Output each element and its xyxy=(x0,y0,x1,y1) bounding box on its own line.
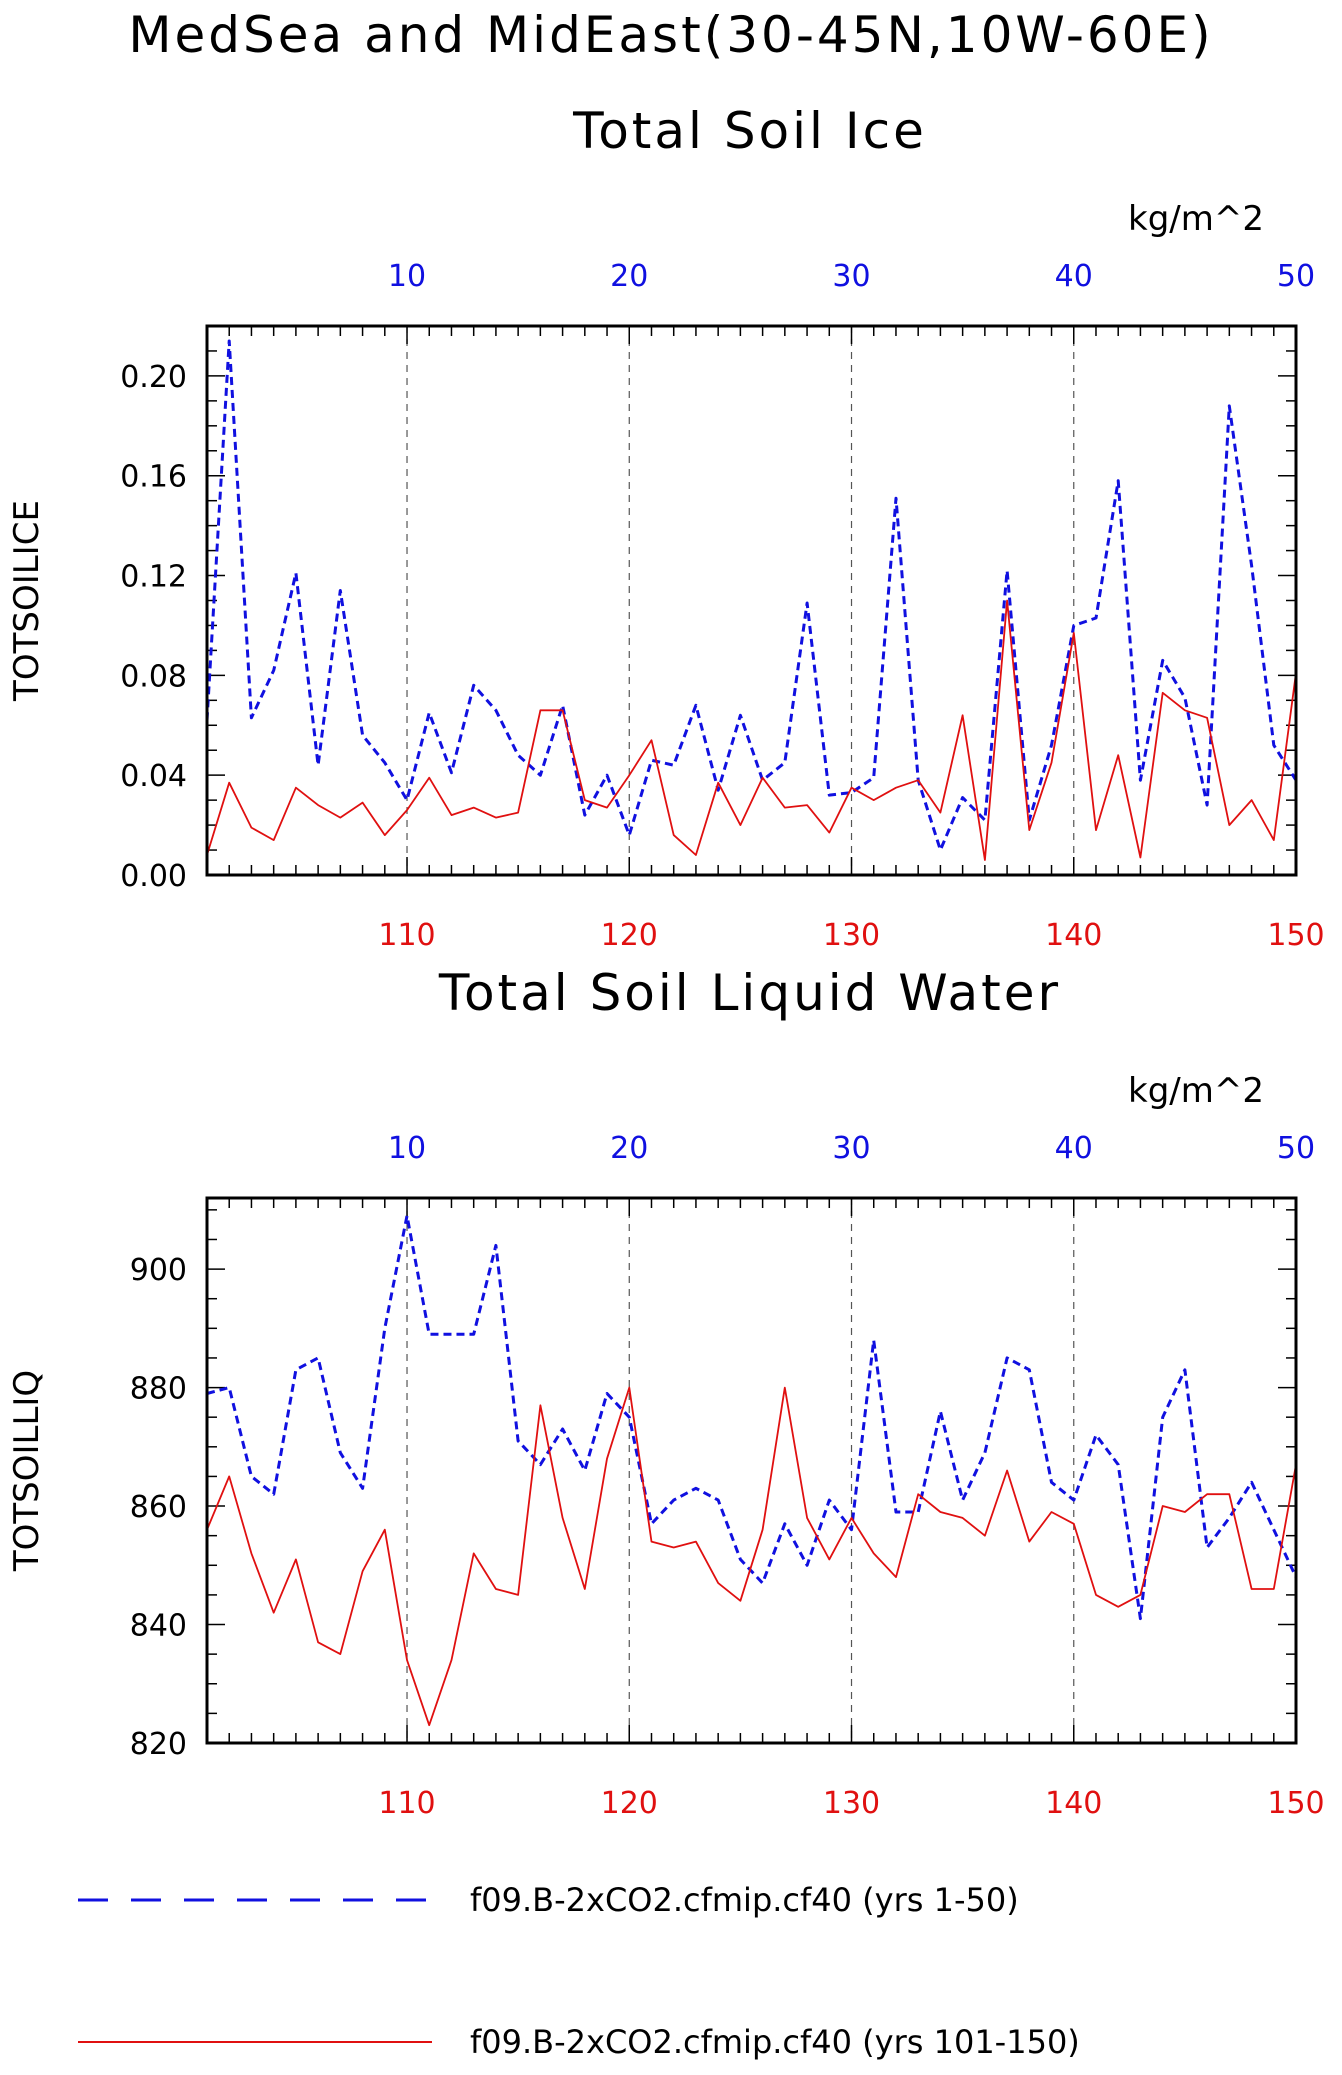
top-tick-label: 40 xyxy=(1055,259,1093,294)
chart-panels: Total Soil Ice kg/m^2 TOTSOILICE 0.00 0.04 0.… xyxy=(7,102,1325,1821)
bottom-tick-label: 150 xyxy=(1267,918,1324,953)
bottom-tick-label: 120 xyxy=(601,1786,658,1821)
plot-frame xyxy=(205,324,1298,877)
panel-1: Total Soil Ice kg/m^2 TOTSOILICE 0.00 0.04 0.… xyxy=(7,102,1325,953)
figure-title: MedSea and MidEast(30-45N,10W-60E) xyxy=(128,6,1213,64)
y-tick-label: 0.20 xyxy=(120,360,187,395)
y-tick-label: 900 xyxy=(130,1253,187,1288)
y-tick-label: 0.00 xyxy=(120,859,187,894)
panel-title: Total Soil Liquid Water xyxy=(438,964,1061,1022)
top-tick-label: 20 xyxy=(610,259,648,294)
bottom-tick-label: 130 xyxy=(823,918,880,953)
top-tick-label: 50 xyxy=(1277,1131,1315,1166)
y-tick-label: 0.12 xyxy=(120,560,187,595)
bottom-tick-label: 130 xyxy=(823,1786,880,1821)
bottom-tick-label: 120 xyxy=(601,918,658,953)
top-tick-label: 50 xyxy=(1277,259,1315,294)
units-label: kg/m^2 xyxy=(1128,1071,1264,1111)
y-tick-label: 880 xyxy=(130,1372,187,1407)
y-tick-label: 840 xyxy=(130,1609,187,1644)
top-tick-label: 30 xyxy=(832,1131,870,1166)
series-line-yrs-1-50 xyxy=(206,1214,1298,1621)
legend-label: f09.B-2xCO2.cfmip.cf40 (yrs 1-50) xyxy=(470,1881,1019,1919)
top-tick-label: 10 xyxy=(388,1131,426,1166)
top-tick-label: 30 xyxy=(832,259,870,294)
series-line-yrs-1-50 xyxy=(205,339,1298,852)
legend-label: f09.B-2xCO2.cfmip.cf40 (yrs 101-150) xyxy=(470,2023,1080,2061)
bottom-tick-label: 140 xyxy=(1045,918,1102,953)
bottom-tick-label: 110 xyxy=(378,918,435,953)
y-axis-label: TOTSOILICE xyxy=(7,500,47,702)
series-line-yrs-101-150 xyxy=(206,599,1297,861)
plot-frame xyxy=(205,1196,1298,1745)
y-tick-label: 0.16 xyxy=(120,460,187,495)
y-tick-label: 0.08 xyxy=(120,659,187,694)
units-label: kg/m^2 xyxy=(1128,199,1264,239)
y-tick-label: 820 xyxy=(130,1727,187,1762)
y-tick-label: 860 xyxy=(130,1490,187,1525)
bottom-tick-label: 140 xyxy=(1045,1786,1102,1821)
bottom-tick-label: 150 xyxy=(1267,1786,1324,1821)
y-axis-label: TOTSOILLIQ xyxy=(7,1370,47,1572)
top-tick-label: 20 xyxy=(610,1131,648,1166)
bottom-tick-label: 110 xyxy=(378,1786,435,1821)
panel-2: Total Soil Liquid Water kg/m^2 TOTSOILLIQ 8… xyxy=(7,964,1325,1821)
series-line-yrs-101-150 xyxy=(206,1386,1297,1727)
y-tick-label: 0.04 xyxy=(120,759,187,794)
panel-title: Total Soil Ice xyxy=(572,102,927,160)
top-tick-label: 10 xyxy=(388,259,426,294)
legend: f09.B-2xCO2.cfmip.cf40 (yrs 1-50) f09.B-2… xyxy=(78,1881,1080,2061)
top-tick-label: 40 xyxy=(1055,1131,1093,1166)
